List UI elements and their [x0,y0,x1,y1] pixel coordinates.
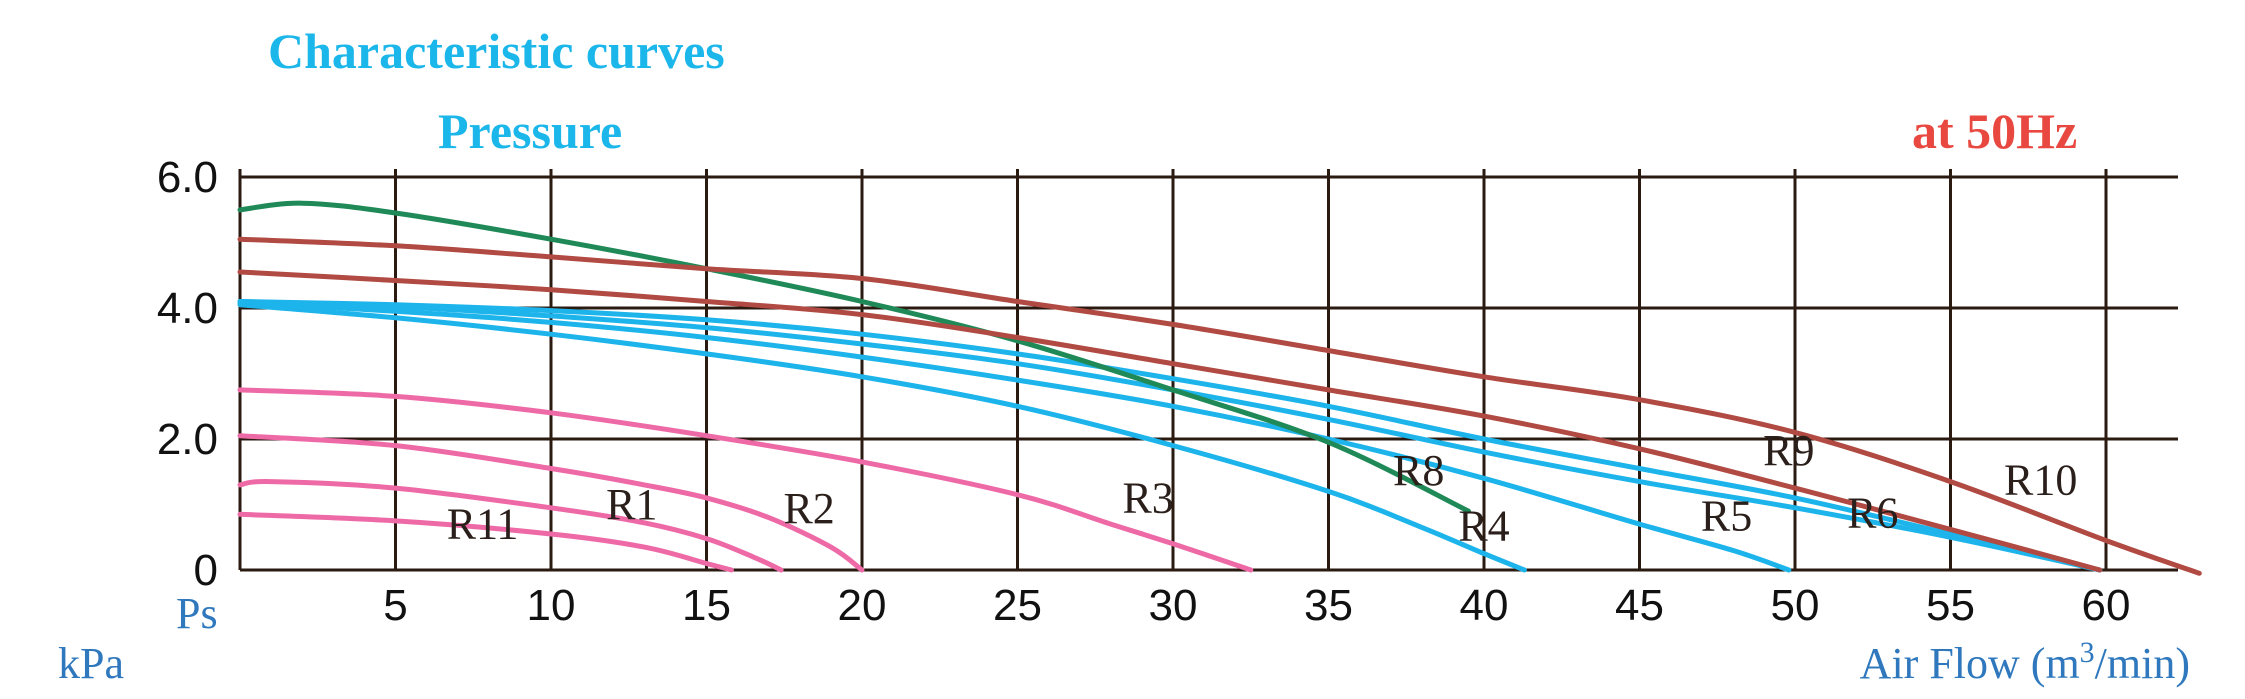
curves [237,200,2202,576]
x-tick-label-35: 35 [1304,581,1353,630]
y-axis-label-kpa: kPa [58,639,124,688]
curve-label-r4: R4 [1458,502,1509,551]
curve-r2 [237,433,865,573]
y-axis-label-ps: Ps [176,589,218,638]
y-tick-label-3: 6.0 [157,153,218,202]
curve-r10 [237,236,2202,576]
curve-r5 [237,300,1792,573]
x-axis-label-suffix: /min) [2095,639,2190,688]
y-tick-label-2: 4.0 [157,284,218,333]
curve-label-r3: R3 [1122,473,1173,522]
y-tick-label-1: 2.0 [157,415,218,464]
x-tick-label-5: 5 [383,581,407,630]
curve-r11 [237,511,734,573]
x-axis-label: Air Flow (m3/min) [1860,636,2190,688]
x-tick-label-15: 15 [682,581,731,630]
curve-labels: R11 R1 R2 R3 R8 R4 R5 R6 R9 R10 [447,426,2078,550]
x-axis-label-prefix: Air Flow (m [1860,639,2080,688]
curve-r6b [237,299,2103,573]
curve-label-r5: R5 [1701,492,1752,541]
curve-label-r6: R6 [1847,488,1898,537]
curve-label-r11: R11 [447,500,519,549]
x-axis-label-sup: 3 [2080,636,2095,669]
curve-label-r8: R8 [1393,446,1444,495]
x-tick-label-20: 20 [838,581,887,630]
x-tick-label-50: 50 [1771,581,1820,630]
x-tick-label-55: 55 [1926,581,1975,630]
chart-title: Characteristic curves [268,23,725,79]
grid [238,169,2178,572]
x-tick-label-40: 40 [1460,581,1509,630]
tick-labels: 5 10 15 20 25 30 35 40 45 50 55 60 0 2.0 4.0 6.0 [157,153,2131,630]
curve-label-r1: R1 [606,480,657,529]
curve-label-r9: R9 [1763,426,1814,475]
curve-r4 [237,302,1527,573]
curve-label-r2: R2 [783,484,834,533]
curve-r9 [237,269,2103,573]
x-tick-label-25: 25 [993,581,1042,630]
frequency-label: at 50Hz [1912,103,2077,159]
y-tick-label-0: 0 [194,546,218,595]
chart-subtitle: Pressure [438,103,622,159]
x-tick-label-45: 45 [1615,581,1664,630]
x-tick-label-10: 10 [527,581,576,630]
x-tick-label-60: 60 [2082,581,2131,630]
x-tick-label-30: 30 [1149,581,1198,630]
curve-r3 [237,387,1254,573]
curve-label-r10: R10 [2004,456,2077,505]
curve-r8 [237,200,1471,514]
curve-r1 [237,479,784,573]
